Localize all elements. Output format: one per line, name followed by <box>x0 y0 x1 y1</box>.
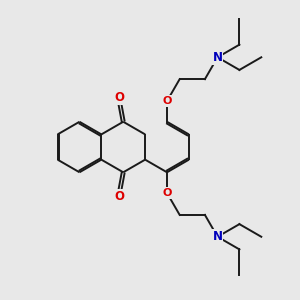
Text: O: O <box>162 96 172 106</box>
Text: O: O <box>162 188 172 198</box>
Text: O: O <box>115 92 124 104</box>
Text: O: O <box>115 190 124 202</box>
Text: N: N <box>212 51 223 64</box>
Text: N: N <box>212 230 223 243</box>
